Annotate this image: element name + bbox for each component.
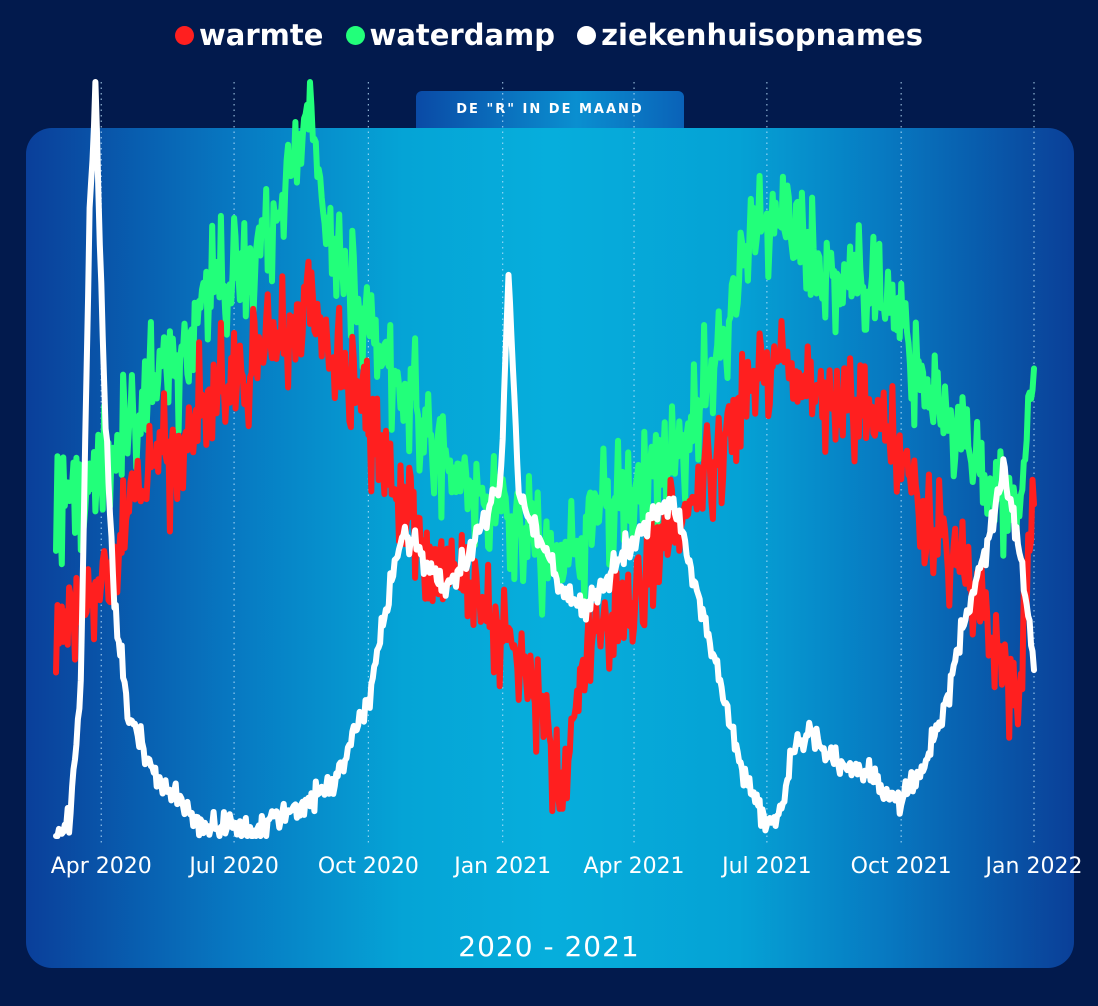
- month-tab[interactable]: DE "R" IN DE MAAND: [416, 91, 684, 128]
- legend-label-waterdamp: waterdamp: [369, 18, 556, 52]
- legend-label-warmte: warmte: [199, 18, 324, 52]
- legend-dot-waterdamp: [345, 25, 365, 45]
- chart-legend: warmte waterdamp ziekenhuisopnames: [0, 18, 1098, 52]
- legend-dot-ziekenhuisopnames: [577, 25, 597, 45]
- x-tick-label-6: Oct 2021: [851, 854, 952, 879]
- x-tick-label-0: Apr 2020: [51, 854, 152, 879]
- x-tick-label-3: Jan 2021: [452, 854, 551, 879]
- legend-item-warmte: warmte: [175, 18, 323, 52]
- x-tick-label-4: Apr 2021: [584, 854, 685, 879]
- series-layer: [53, 79, 1037, 839]
- x-tick-label-7: Jan 2022: [984, 854, 1083, 879]
- series-line-warmte: [53, 258, 1037, 815]
- series-line-ziekenhuisopnames: [53, 79, 1037, 839]
- legend-item-ziekenhuisopnames: ziekenhuisopnames: [577, 18, 923, 52]
- legend-dot-warmte: [175, 25, 194, 45]
- period-label: 2020 - 2021: [458, 930, 640, 963]
- x-tick-label-5: Jul 2021: [720, 854, 812, 879]
- legend-item-waterdamp: waterdamp: [345, 18, 556, 52]
- x-tick-label-1: Jul 2020: [187, 854, 279, 879]
- x-tick-label-2: Oct 2020: [318, 854, 419, 879]
- series-line-waterdamp: [53, 79, 1037, 618]
- x-axis-ticks: Apr 2020 Jul 2020 Oct 2020 Jan 2021 Apr 2021…: [51, 854, 1083, 879]
- legend-label-ziekenhuisopnames: ziekenhuisopnames: [601, 18, 923, 52]
